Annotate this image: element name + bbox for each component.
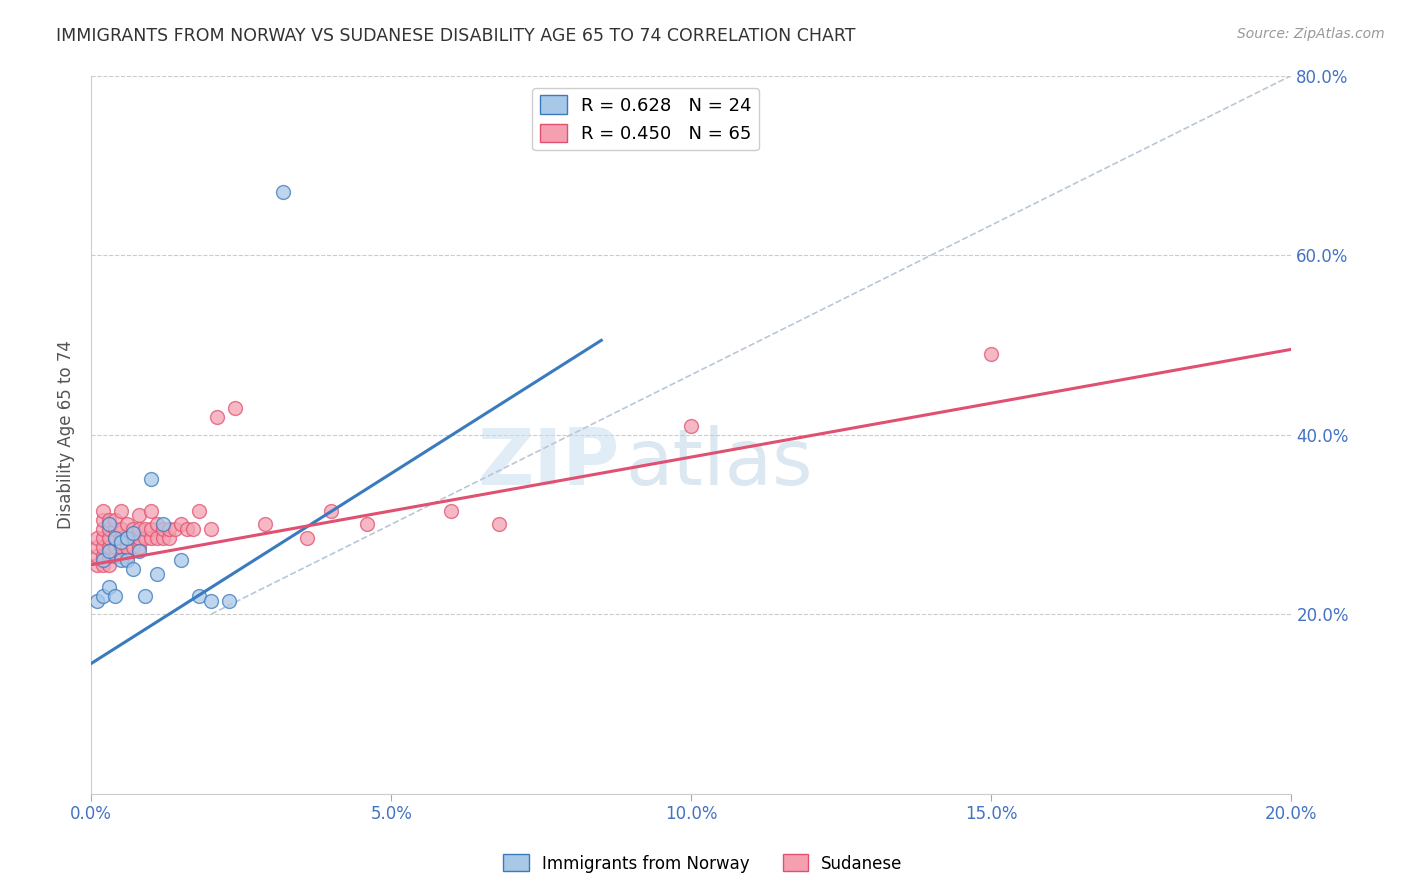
Point [110,540,132,554]
Point [104,513,127,527]
Point [91,553,114,567]
Point [91,513,114,527]
Point [110,522,132,536]
Point [146,517,169,532]
Point [110,531,132,545]
Point [134,531,156,545]
Point [165,522,187,536]
Point [86,558,108,572]
Point [170,553,193,567]
Y-axis label: Disability Age 65 to 74: Disability Age 65 to 74 [58,340,75,529]
Point [122,531,145,545]
Point [128,544,150,558]
Text: atlas: atlas [626,425,813,501]
Point [91,531,114,545]
Point [115,549,138,563]
Point [91,589,114,603]
Point [98,513,121,527]
Point [141,473,163,487]
Point [98,540,121,554]
Point [122,562,145,576]
Point [980,347,1002,361]
Point [152,522,174,536]
Point [115,553,138,567]
Point [681,418,703,433]
Point [91,558,114,572]
Point [98,517,121,532]
Point [295,531,318,545]
Point [146,531,169,545]
Point [115,540,138,554]
Point [122,526,145,541]
Point [104,531,127,545]
Point [218,593,240,607]
Point [86,540,108,554]
Point [104,531,127,545]
Point [91,504,114,518]
Point [122,522,145,536]
Point [200,593,222,607]
Point [86,593,108,607]
Point [128,522,150,536]
Point [110,549,132,563]
Point [200,522,222,536]
Point [98,531,121,545]
Point [188,589,211,603]
Point [98,558,121,572]
Point [321,504,343,518]
Point [271,185,294,199]
Point [134,589,156,603]
Point [157,522,180,536]
Point [122,540,145,554]
Point [98,544,121,558]
Point [488,517,510,532]
Point [224,401,246,415]
Point [91,522,114,536]
Point [110,553,132,567]
Text: Source: ZipAtlas.com: Source: ZipAtlas.com [1237,27,1385,41]
Point [141,504,163,518]
Point [128,531,150,545]
Point [188,504,211,518]
Point [104,589,127,603]
Point [98,580,121,594]
Legend: Immigrants from Norway, Sudanese: Immigrants from Norway, Sudanese [496,847,910,880]
Point [86,549,108,563]
Point [110,504,132,518]
Point [141,522,163,536]
Point [98,549,121,563]
Point [115,531,138,545]
Point [152,531,174,545]
Legend: R = 0.628   N = 24, R = 0.450   N = 65: R = 0.628 N = 24, R = 0.450 N = 65 [533,88,759,151]
Point [356,517,378,532]
Text: ZIP: ZIP [477,425,619,501]
Text: IMMIGRANTS FROM NORWAY VS SUDANESE DISABILITY AGE 65 TO 74 CORRELATION CHART: IMMIGRANTS FROM NORWAY VS SUDANESE DISAB… [56,27,856,45]
Point [134,522,156,536]
Point [115,531,138,545]
Point [115,517,138,532]
Point [91,549,114,563]
Point [128,508,150,523]
Point [254,517,277,532]
Point [141,531,163,545]
Point [205,409,228,424]
Point [104,549,127,563]
Point [128,540,150,554]
Point [440,504,463,518]
Point [170,517,193,532]
Point [176,522,198,536]
Point [86,531,108,545]
Point [152,517,174,532]
Point [98,522,121,536]
Point [104,522,127,536]
Point [91,540,114,554]
Point [110,535,132,549]
Point [157,531,180,545]
Point [181,522,204,536]
Point [104,540,127,554]
Point [146,566,169,581]
